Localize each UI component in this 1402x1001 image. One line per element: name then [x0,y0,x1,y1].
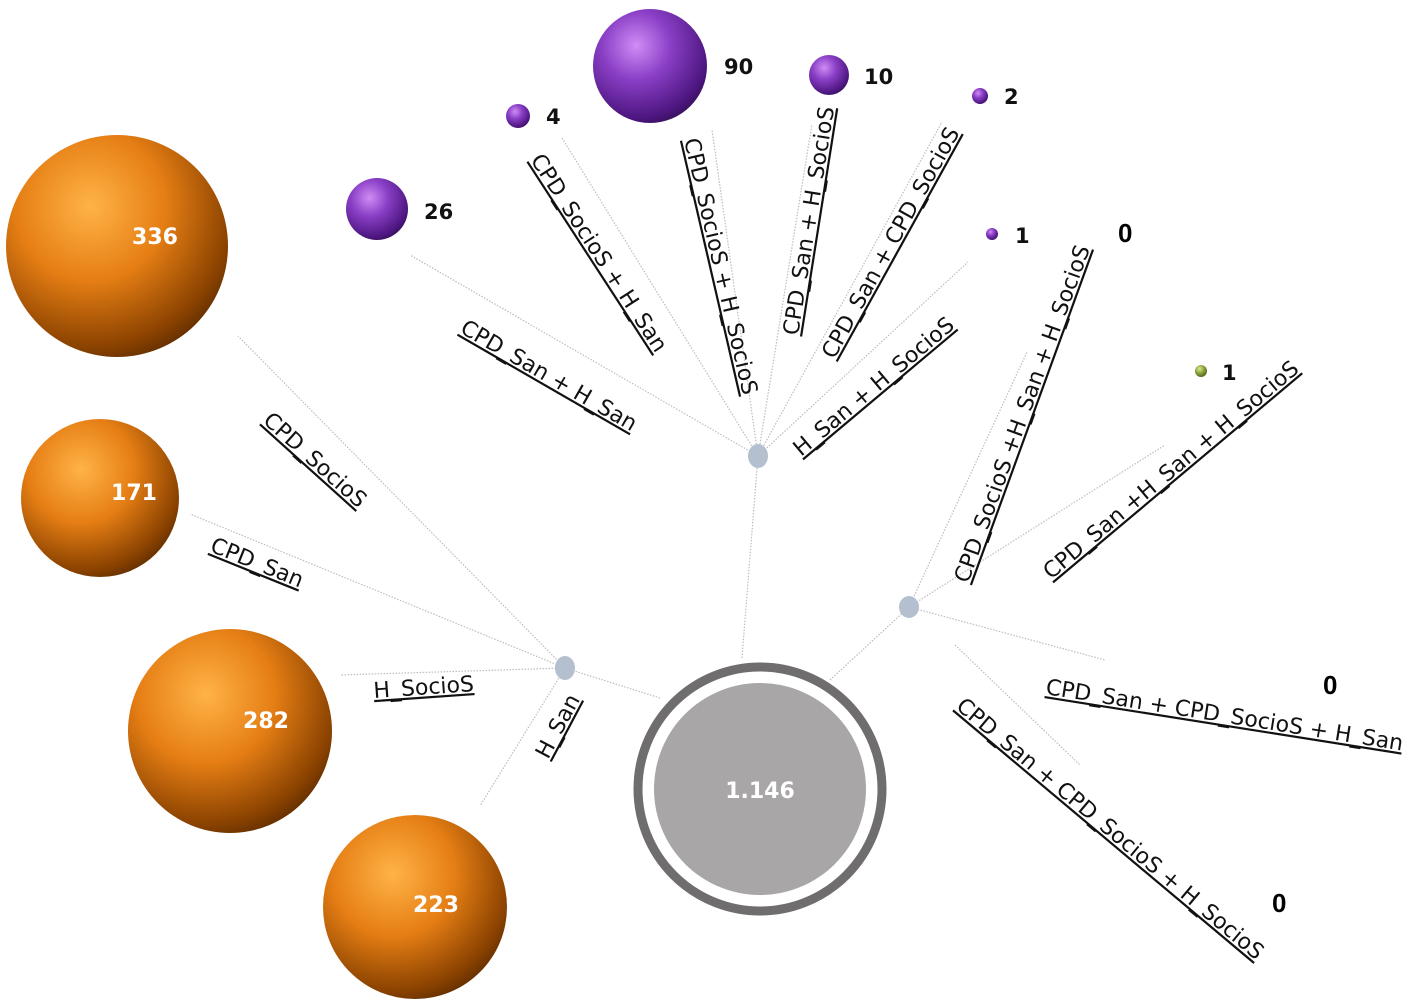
pair-sphere-6 [986,228,998,240]
pair-sphere-3 [593,9,707,123]
single-sphere-1 [6,135,228,357]
single-label-1: CPD_SocioS [258,408,371,513]
edge-triple-4 [954,644,1081,766]
triple-label-3: CPD_San + CPD_SocioS + H_San [1044,675,1402,756]
singles-group: 336 171 282 223 CPD_SocioS CPD_San H_Soc… [6,135,586,999]
edge-center-pairs-hub [741,455,759,659]
triple-value-2: 1 [1222,361,1237,385]
pair-sphere-5 [972,88,988,104]
triple-sphere-2 [1195,365,1207,377]
edges [189,121,1166,807]
edge-pair-5 [757,121,943,457]
edge-pair-4 [757,123,813,457]
triple-value-4: 0 [1272,888,1286,918]
single-value-2: 171 [111,481,157,506]
pair-label-4: CPD_San + H_SocioS [779,105,840,337]
single-label-4: H_San [531,690,585,763]
pair-value-4: 10 [864,65,893,89]
triples-hub-node [899,596,919,618]
pair-value-1: 26 [424,200,453,224]
single-label-2: CPD_San [207,533,307,593]
pairs-group: 26 4 90 10 2 1 CPD_San + H_San CPD_Socio… [346,9,1030,462]
pair-value-2: 4 [546,105,561,129]
pair-value-3: 90 [724,55,753,79]
edge-triple-2 [908,444,1166,608]
pair-value-6: 1 [1015,224,1030,248]
edge-center-singles-hub [564,667,661,699]
single-value-4: 223 [413,893,459,918]
triple-value-3: 0 [1323,670,1337,700]
center-node: 1.146 [633,662,887,916]
edge-single-4 [479,667,566,807]
pair-sphere-1 [346,178,408,240]
pair-value-5: 2 [1004,85,1019,109]
edge-center-triples-hub [829,606,910,681]
center-value: 1.146 [725,779,795,804]
pair-label-6: H_San + H_SocioS [789,313,960,462]
triple-label-4: CPD_San + CPD_SocioS + H_SocioS [951,693,1268,965]
single-sphere-3 [128,629,332,833]
single-sphere-2 [21,419,179,577]
edge-pair-3 [711,129,759,457]
edge-pair-6 [757,261,969,457]
triple-label-2: CPD_San +H_San + H_SocioS [1039,356,1304,584]
single-sphere-4 [323,815,507,999]
single-value-3: 282 [243,709,289,734]
single-label-3: H_SocioS [373,672,475,704]
triples-group: 0 1 0 0 CPD_SocioS +H_San + H_SocioS CPD… [950,218,1402,965]
pair-label-1: CPD_San + H_San [456,316,641,437]
edge-triple-1 [908,351,1028,608]
edge-pair-2 [561,137,759,457]
triple-value-1: 0 [1118,218,1132,248]
edge-single-1 [237,335,566,669]
single-value-1: 336 [132,225,178,250]
pairs-hub-node [748,444,768,468]
pair-label-3: CPD_SocioS + H_SocioS [678,136,761,398]
center-ring [633,662,887,916]
singles-hub-node [555,656,575,680]
pair-sphere-2 [506,104,530,128]
center-disc [654,683,866,895]
edge-pair-1 [409,254,759,457]
pair-label-2: CPD_SocioS + H_San [525,150,672,357]
pair-sphere-4 [809,55,849,95]
edge-triple-3 [908,606,1106,661]
